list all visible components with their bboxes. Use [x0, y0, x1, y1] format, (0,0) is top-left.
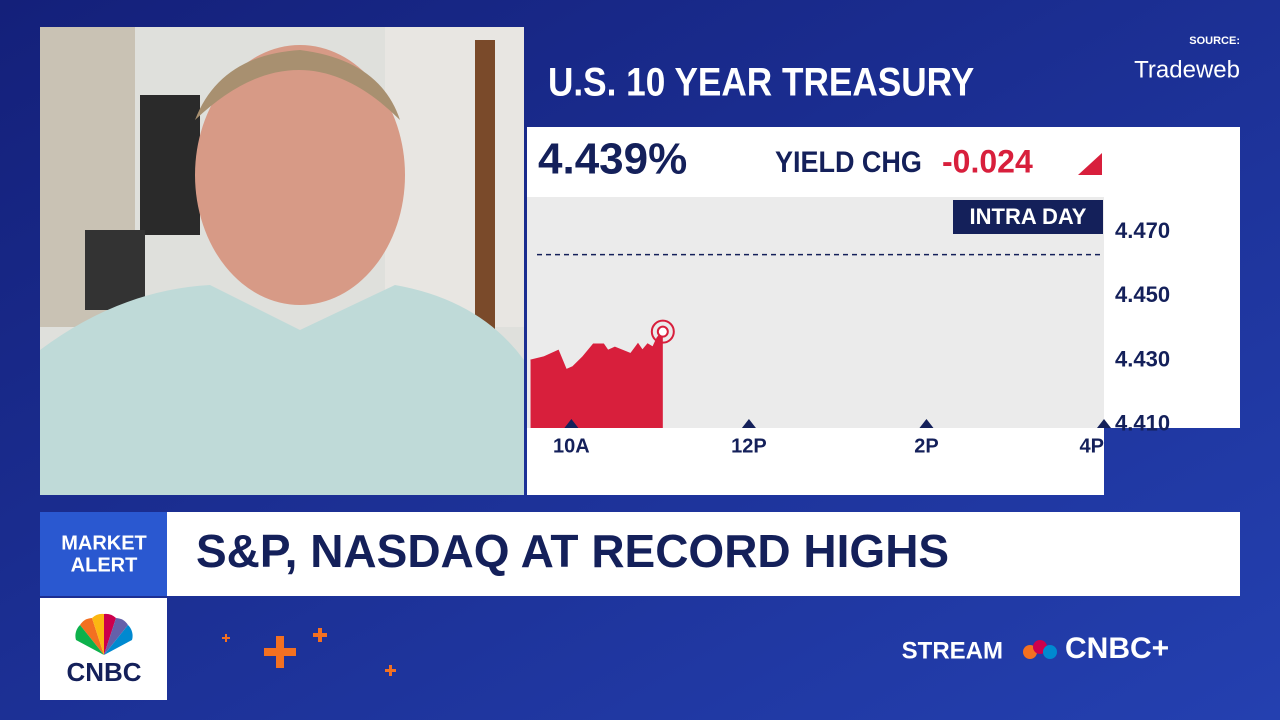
headline-bar [167, 512, 1240, 596]
y-axis-area [1104, 197, 1240, 428]
x-tick-label: 12P [731, 435, 767, 457]
source: Tradeweb [1134, 56, 1240, 83]
source-label: SOURCE: [1189, 35, 1240, 47]
y-tick-label: 4.470 [1115, 218, 1170, 243]
intraday-badge [953, 200, 1103, 234]
brand-text: CNBC+ [1065, 632, 1169, 665]
x-tick-mark [741, 419, 756, 428]
end-marker [650, 319, 675, 344]
logo-text: CNBC [66, 657, 141, 687]
y-tick-label: 4.430 [1115, 346, 1170, 371]
chart-title: U.S. 10 YEAR TREASURY [548, 59, 974, 104]
peacock-small [1023, 640, 1057, 659]
alert-text: ALERT [71, 554, 138, 576]
x-axis-area [527, 428, 1104, 495]
alert-text: MARKET [61, 532, 147, 554]
quote-value: 4.439% [538, 135, 687, 184]
change-value: -0.024 [942, 143, 1033, 179]
stream-text: STREAM [902, 637, 1003, 664]
x-tick-label: 4P [1080, 435, 1104, 457]
chart-label: INTRA DAY [970, 204, 1087, 229]
decoration [222, 628, 396, 676]
end-marker-dot [656, 325, 669, 338]
change-arrow [1078, 153, 1102, 175]
change-label: YIELD CHG [775, 146, 922, 180]
x-tick-mark [919, 419, 934, 428]
peacock [75, 613, 133, 655]
area-fill [530, 331, 663, 428]
alert-box [40, 512, 167, 596]
video-frame [40, 27, 524, 495]
y-tick-label: 4.450 [1115, 282, 1170, 307]
x-tick-mark [1097, 419, 1111, 428]
x-tick-label: 2P [914, 435, 938, 457]
x-tick-mark [564, 419, 579, 428]
y-tick-label: 4.410 [1115, 411, 1170, 436]
x-tick-label: 10A [553, 435, 590, 457]
area-line [530, 331, 664, 372]
headline: S&P, NASDAQ AT RECORD HIGHS [196, 525, 949, 577]
quote-bar [527, 127, 1240, 197]
